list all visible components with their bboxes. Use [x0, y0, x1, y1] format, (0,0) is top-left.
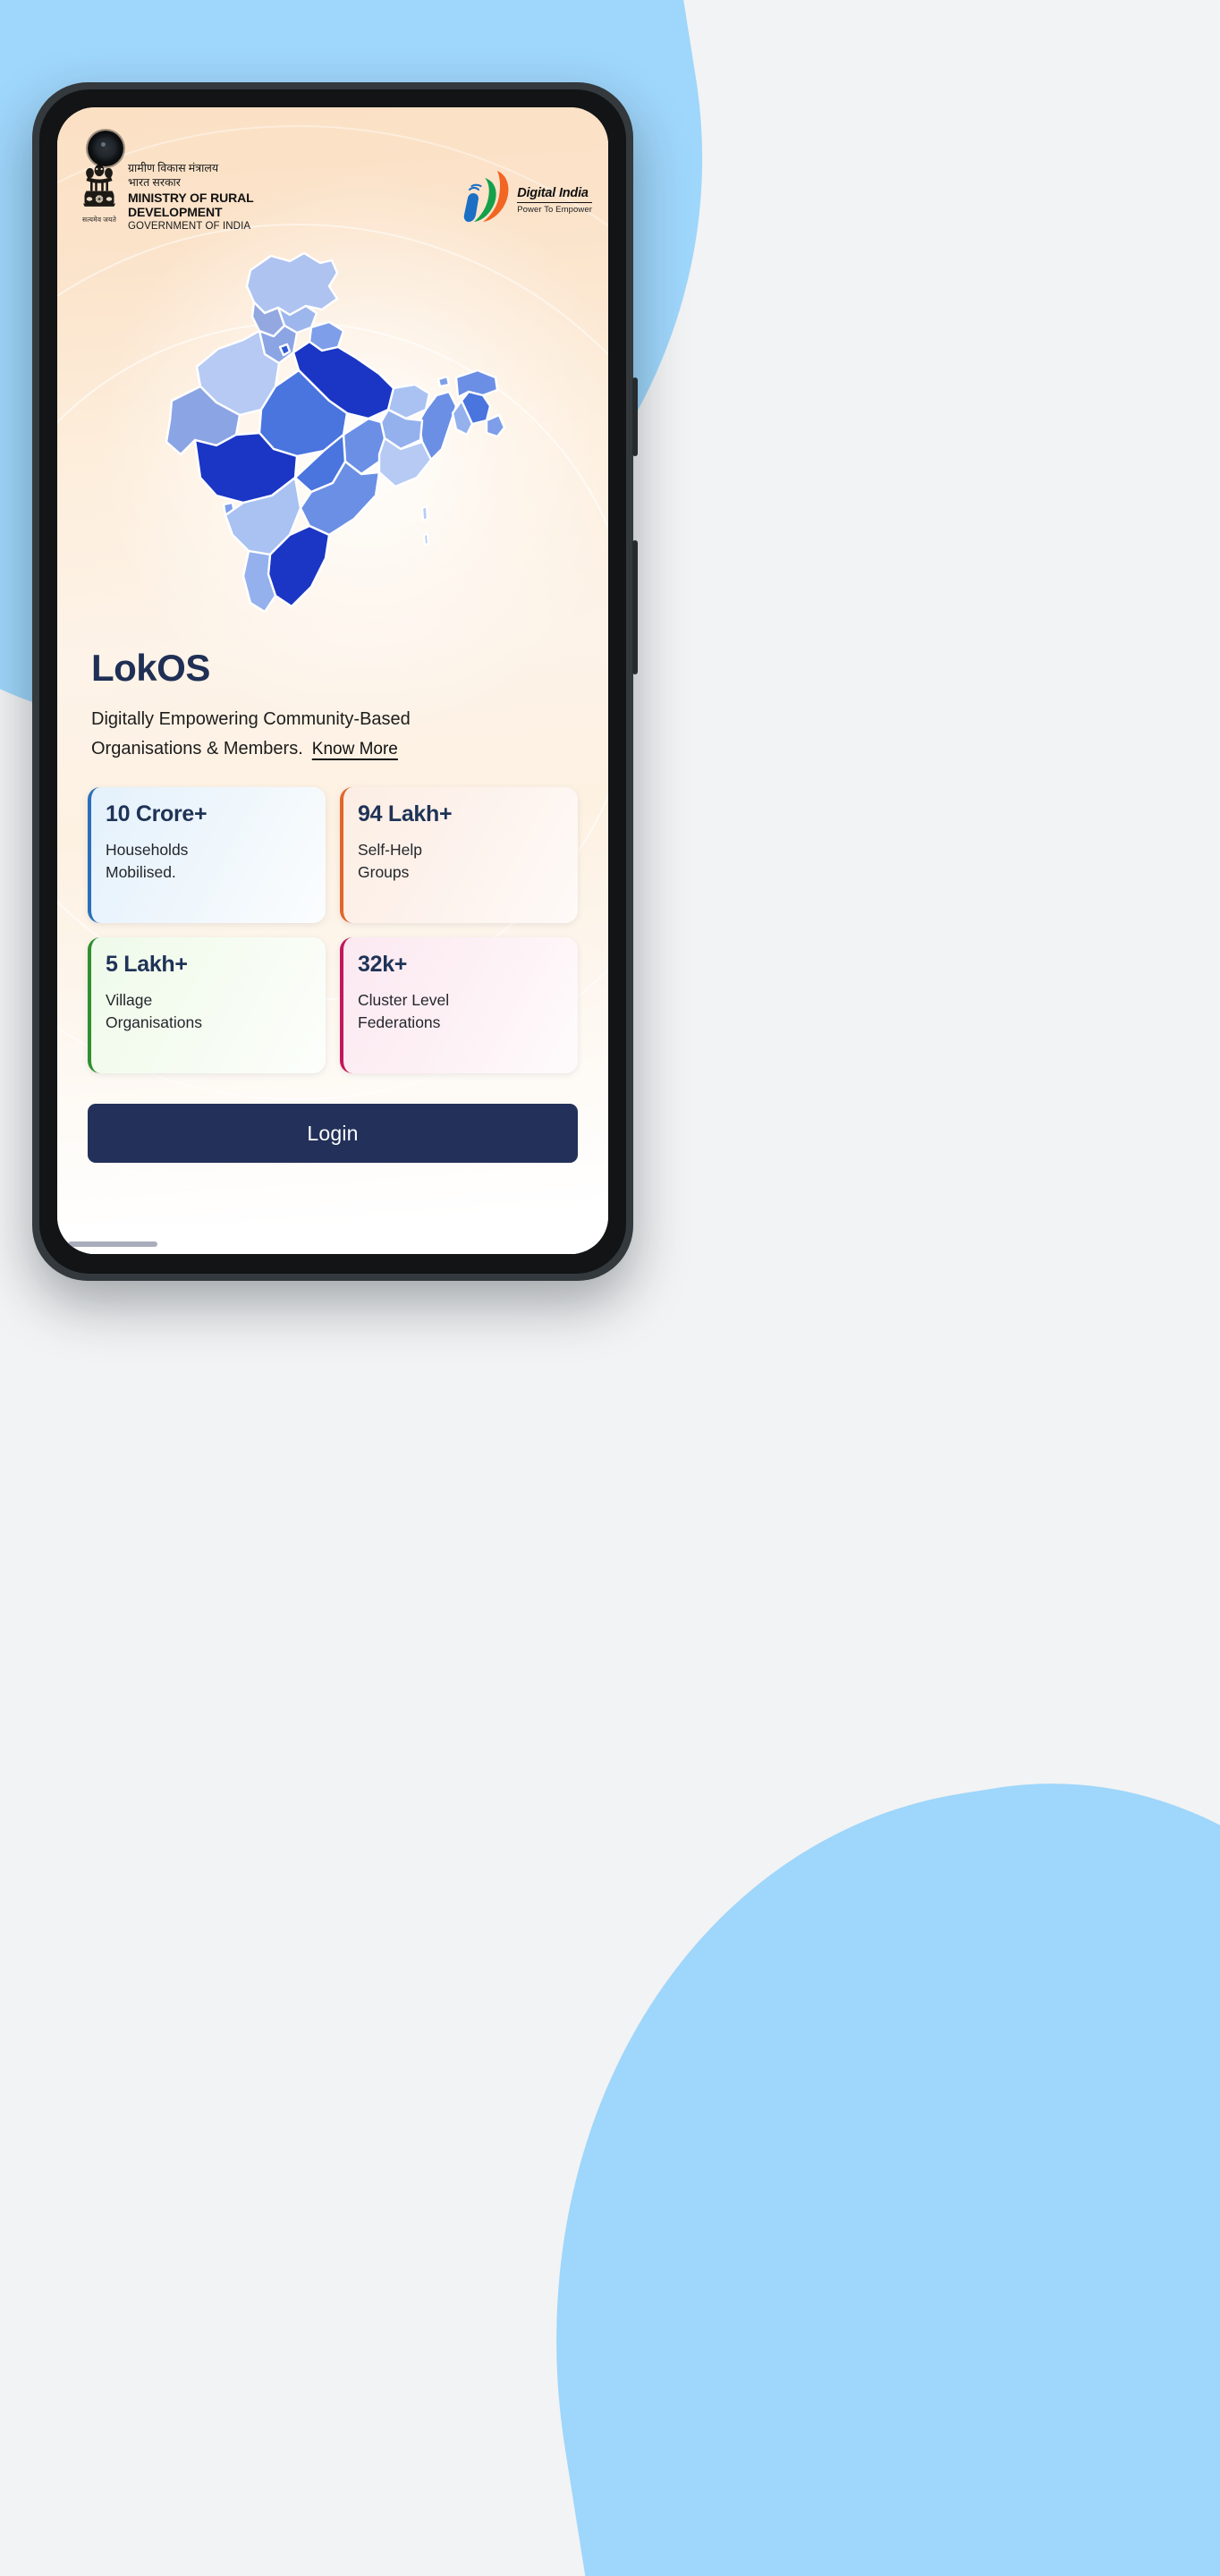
india-map-container [57, 243, 608, 648]
home-indicator[interactable] [68, 1241, 157, 1247]
stat-value: 32k+ [358, 952, 408, 978]
digital-india-logo-block: Digital India Power To Empower [462, 168, 592, 224]
stat-label: Cluster Level Federations [358, 989, 563, 1035]
login-button[interactable]: Login [88, 1104, 578, 1164]
app-screen-content: सत्यमेव जयते ग्रामीण विकास मंत्रालय भारत… [57, 107, 608, 1254]
digital-india-title: Digital India [517, 186, 592, 203]
stat-label-line-2: Federations [358, 1013, 441, 1032]
stat-label: Self-Help Groups [358, 839, 563, 885]
tagline-line-2: Organisations & Members. [91, 739, 303, 759]
ministry-hindi-line-2: भारत सरकार [128, 175, 181, 189]
ministry-english-line-1: MINISTRY OF RURAL [128, 191, 254, 206]
stat-card-village-organisations[interactable]: 5 Lakh+ Village Organisations [88, 937, 326, 1074]
system-navigation-bar [57, 1224, 608, 1254]
emblem-motto-text: सत्यमेव जयते [81, 216, 117, 224]
ministry-english-line-3: GOVERNMENT OF INDIA [128, 220, 251, 232]
app-title: LokOS [91, 647, 210, 690]
stat-label-line-1: Self-Help [358, 840, 422, 859]
digital-india-text-block: Digital India Power To Empower [517, 177, 592, 215]
front-camera-punch-hole [88, 131, 123, 166]
digital-india-tagline: Power To Empower [517, 204, 592, 215]
digital-india-swoosh-icon [463, 171, 509, 222]
ministry-hindi-line-1: ग्रामीण विकास मंत्रालय [128, 162, 219, 174]
background-blob-bottom [473, 1722, 1220, 2576]
volume-rocker-button[interactable] [632, 377, 638, 456]
tagline-line-1: Digitally Empowering Community-Based [91, 709, 411, 730]
statistics-grid: 10 Crore+ Households Mobilised. 94 Lakh+… [57, 787, 608, 1074]
know-more-link[interactable]: Know More [311, 740, 398, 759]
login-button-container: Login [57, 1104, 608, 1164]
phone-screen: सत्यमेव जयते ग्रामीण विकास मंत्रालय भारत… [57, 107, 608, 1254]
stat-label: Households Mobilised. [106, 839, 311, 885]
stat-value: 94 Lakh+ [358, 801, 453, 827]
brand-block: LokOS Digitally Empowering Community-Bas… [57, 649, 608, 764]
state-emblem-of-india: सत्यमेव जयते [79, 161, 120, 225]
stat-card-cluster-level-federations[interactable]: 32k+ Cluster Level Federations [340, 937, 578, 1074]
stat-label-line-1: Village [106, 990, 153, 1009]
ministry-logo-block: सत्यमेव जयते ग्रामीण विकास मंत्रालय भारत… [79, 161, 254, 233]
india-choropleth-map [165, 252, 506, 614]
stat-label-line-2: Organisations [106, 1013, 202, 1032]
stat-label: Village Organisations [106, 989, 311, 1035]
stat-label-line-2: Groups [358, 863, 410, 882]
phone-bezel: सत्यमेव जयते ग्रामीण विकास मंत्रालय भारत… [39, 89, 626, 1274]
stat-value: 10 Crore+ [106, 801, 208, 827]
stat-card-households[interactable]: 10 Crore+ Households Mobilised. [88, 787, 326, 924]
stat-label-line-1: Cluster Level [358, 990, 450, 1009]
power-button[interactable] [632, 540, 638, 674]
ashoka-lion-capital-icon [83, 164, 115, 207]
stat-label-line-1: Households [106, 840, 189, 859]
app-tagline: Digitally Empowering Community-Based Org… [91, 705, 574, 764]
stat-value: 5 Lakh+ [106, 952, 188, 978]
stat-label-line-2: Mobilised. [106, 863, 176, 882]
app-header: सत्यमेव जयते ग्रामीण विकास मंत्रालय भारत… [57, 107, 608, 233]
ministry-english-line-2: DEVELOPMENT [128, 204, 223, 219]
stat-card-self-help-groups[interactable]: 94 Lakh+ Self-Help Groups [340, 787, 578, 924]
ministry-text-block: ग्रामीण विकास मंत्रालय भारत सरकार MINIST… [128, 161, 254, 233]
phone-device-frame: सत्यमेव जयते ग्रामीण विकास मंत्रालय भारत… [32, 82, 638, 1281]
